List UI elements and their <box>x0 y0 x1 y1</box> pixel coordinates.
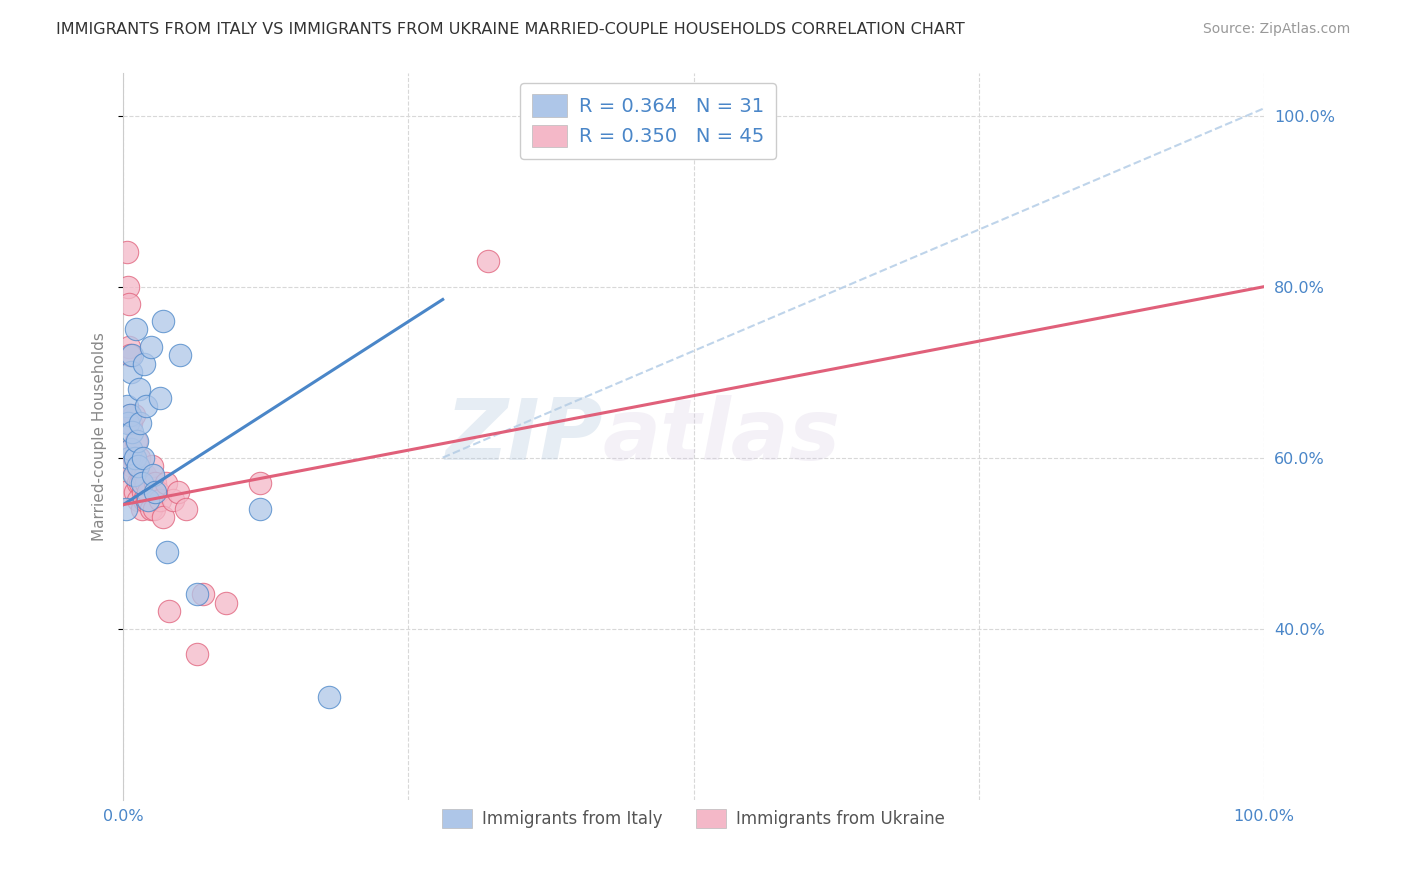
Point <box>249 476 271 491</box>
Point <box>114 502 136 516</box>
Point <box>117 279 139 293</box>
Point <box>122 408 145 422</box>
Point <box>128 450 150 465</box>
Point <box>143 502 166 516</box>
Point <box>125 322 148 336</box>
Point <box>121 425 143 439</box>
Point <box>120 442 142 456</box>
Point <box>131 476 153 491</box>
Point <box>120 408 142 422</box>
Point <box>174 502 197 516</box>
Point <box>152 510 174 524</box>
Point <box>146 484 169 499</box>
Point <box>169 348 191 362</box>
Point <box>125 434 148 448</box>
Point <box>129 417 152 431</box>
Point <box>138 484 160 499</box>
Point <box>122 450 145 465</box>
Point <box>124 484 146 499</box>
Point <box>135 476 157 491</box>
Point <box>318 690 340 704</box>
Point <box>139 502 162 516</box>
Point <box>191 587 214 601</box>
Point <box>120 408 142 422</box>
Point <box>141 459 163 474</box>
Point <box>149 493 172 508</box>
Point <box>114 484 136 499</box>
Point <box>138 493 160 508</box>
Point <box>115 400 138 414</box>
Point <box>118 297 141 311</box>
Point <box>115 245 138 260</box>
Y-axis label: Married-couple Households: Married-couple Households <box>93 332 107 541</box>
Point <box>131 502 153 516</box>
Point <box>142 467 165 482</box>
Point <box>124 467 146 482</box>
Point <box>162 493 184 508</box>
Point <box>118 339 141 353</box>
Point <box>186 587 208 601</box>
Point <box>134 467 156 482</box>
Text: IMMIGRANTS FROM ITALY VS IMMIGRANTS FROM UKRAINE MARRIED-COUPLE HOUSEHOLDS CORRE: IMMIGRANTS FROM ITALY VS IMMIGRANTS FROM… <box>56 22 965 37</box>
Point <box>129 476 152 491</box>
Point <box>143 476 166 491</box>
Point <box>132 357 155 371</box>
Text: Source: ZipAtlas.com: Source: ZipAtlas.com <box>1202 22 1350 37</box>
Point <box>122 467 145 482</box>
Point <box>127 493 149 508</box>
Point <box>157 605 180 619</box>
Point <box>128 382 150 396</box>
Point <box>125 434 148 448</box>
Point <box>120 442 142 456</box>
Point <box>139 339 162 353</box>
Point <box>127 476 149 491</box>
Point <box>143 484 166 499</box>
Point <box>120 348 142 362</box>
Point <box>135 400 157 414</box>
Point <box>127 459 149 474</box>
Point <box>132 493 155 508</box>
Point <box>124 450 146 465</box>
Point <box>167 484 190 499</box>
Point <box>117 417 139 431</box>
Text: atlas: atlas <box>602 395 841 478</box>
Point <box>131 467 153 482</box>
Point <box>125 459 148 474</box>
Legend: Immigrants from Italy, Immigrants from Ukraine: Immigrants from Italy, Immigrants from U… <box>436 802 952 835</box>
Point <box>131 484 153 499</box>
Point <box>152 314 174 328</box>
Point <box>118 450 141 465</box>
Point <box>186 647 208 661</box>
Text: ZIP: ZIP <box>444 395 602 478</box>
Point <box>136 493 159 508</box>
Point <box>121 348 143 362</box>
Point <box>120 365 142 379</box>
Point <box>477 254 499 268</box>
Point <box>156 544 179 558</box>
Point <box>131 450 153 465</box>
Point <box>215 596 238 610</box>
Point <box>149 391 172 405</box>
Point <box>249 502 271 516</box>
Point <box>121 459 143 474</box>
Point <box>120 417 142 431</box>
Point <box>155 476 177 491</box>
